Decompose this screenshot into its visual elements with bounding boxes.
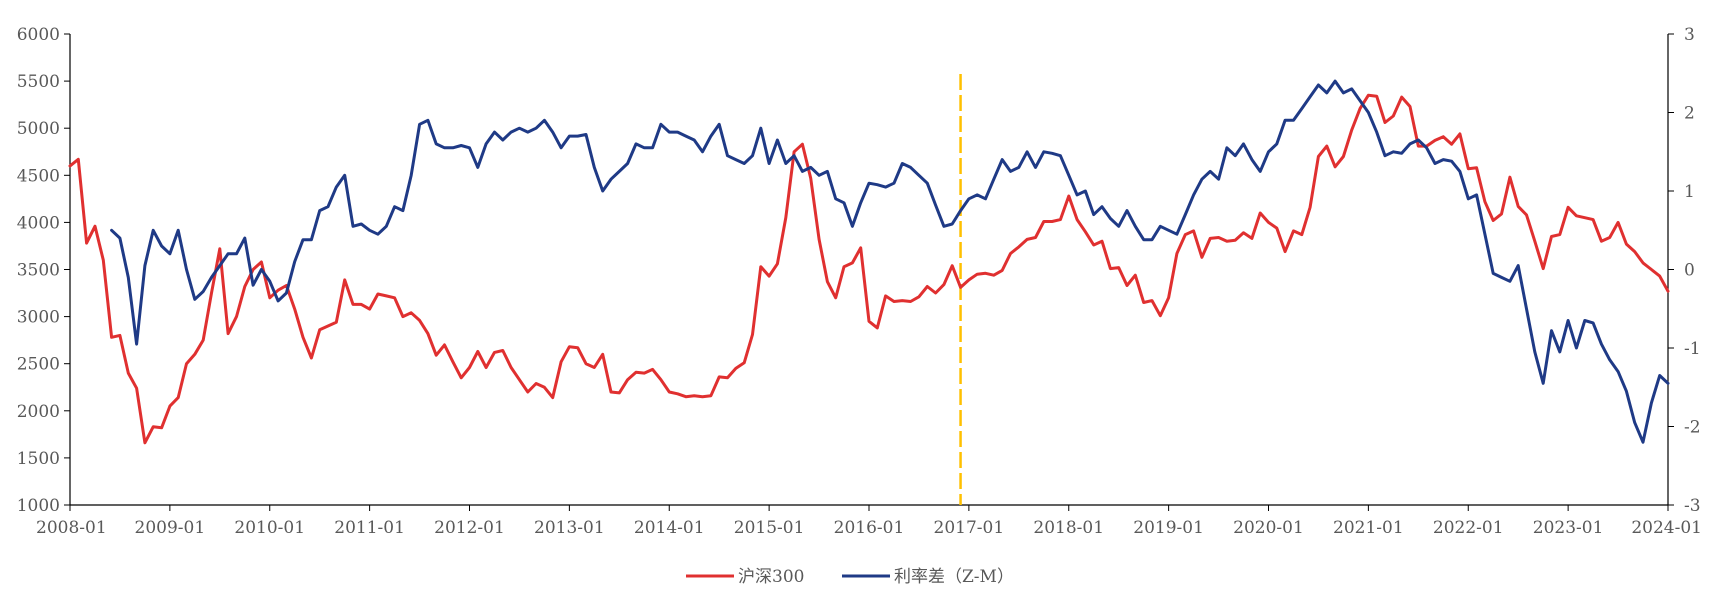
right-y-axis: -3 -2 -1 0 1 2 3 bbox=[1668, 25, 1701, 516]
series-line-rate-spread bbox=[110, 79, 1670, 444]
right-tick-label: 2 bbox=[1684, 104, 1695, 124]
x-tick-label: 2020-01 bbox=[1233, 518, 1304, 538]
left-tick-label: 3500 bbox=[17, 261, 60, 281]
left-tick-label: 1000 bbox=[17, 496, 60, 516]
left-tick-label: 2500 bbox=[17, 355, 60, 375]
x-tick-label: 2022-01 bbox=[1433, 518, 1504, 538]
left-tick-label: 2000 bbox=[17, 402, 60, 422]
left-tick-label: 1500 bbox=[17, 449, 60, 469]
left-y-axis: 1000 1500 2000 2500 3000 3500 4000 4500 5000 5500… bbox=[17, 25, 70, 516]
x-tick-label: 2016-01 bbox=[834, 518, 905, 538]
left-tick-label: 4500 bbox=[17, 166, 60, 186]
left-tick-label: 4000 bbox=[17, 213, 60, 233]
x-tick-label: 2023-01 bbox=[1533, 518, 1604, 538]
series-layer bbox=[68, 79, 1670, 445]
right-tick-label: -1 bbox=[1684, 339, 1701, 359]
x-tick-label: 2019-01 bbox=[1133, 518, 1204, 538]
left-tick-label: 3000 bbox=[17, 308, 60, 328]
x-tick-label: 2017-01 bbox=[934, 518, 1005, 538]
left-tick-label: 6000 bbox=[17, 25, 60, 45]
legend: 沪深300 利率差（Z-M） bbox=[686, 567, 1014, 587]
x-tick-label: 2024-01 bbox=[1631, 518, 1702, 538]
x-tick-label: 2010-01 bbox=[234, 518, 305, 538]
x-tick-label: 2015-01 bbox=[734, 518, 805, 538]
right-tick-label: 1 bbox=[1684, 182, 1695, 202]
x-tick-label: 2008-01 bbox=[36, 518, 107, 538]
legend-item-hs300: 沪深300 bbox=[686, 567, 804, 587]
x-tick-label: 2014-01 bbox=[634, 518, 705, 538]
left-tick-label: 5000 bbox=[17, 119, 60, 139]
x-tick-label: 2009-01 bbox=[135, 518, 206, 538]
x-tick-label: 2018-01 bbox=[1033, 518, 1104, 538]
right-tick-label: -2 bbox=[1684, 418, 1701, 438]
series-line-hs300 bbox=[68, 93, 1670, 445]
legend-item-rate-spread: 利率差（Z-M） bbox=[842, 567, 1014, 587]
plot-frame bbox=[69, 34, 1669, 506]
right-tick-label: 0 bbox=[1684, 261, 1695, 281]
x-axis: 2008-01 2009-01 2010-01 2011-01 2012-01 2013-… bbox=[36, 505, 1702, 538]
legend-label: 利率差（Z-M） bbox=[894, 567, 1014, 587]
x-tick-label: 2012-01 bbox=[434, 518, 505, 538]
legend-label: 沪深300 bbox=[738, 567, 804, 587]
right-tick-label: -3 bbox=[1684, 496, 1701, 516]
left-tick-label: 5500 bbox=[17, 72, 60, 92]
right-tick-label: 3 bbox=[1684, 25, 1695, 45]
x-tick-label: 2021-01 bbox=[1333, 518, 1404, 538]
x-tick-label: 2013-01 bbox=[534, 518, 605, 538]
x-tick-label: 2011-01 bbox=[334, 518, 405, 538]
